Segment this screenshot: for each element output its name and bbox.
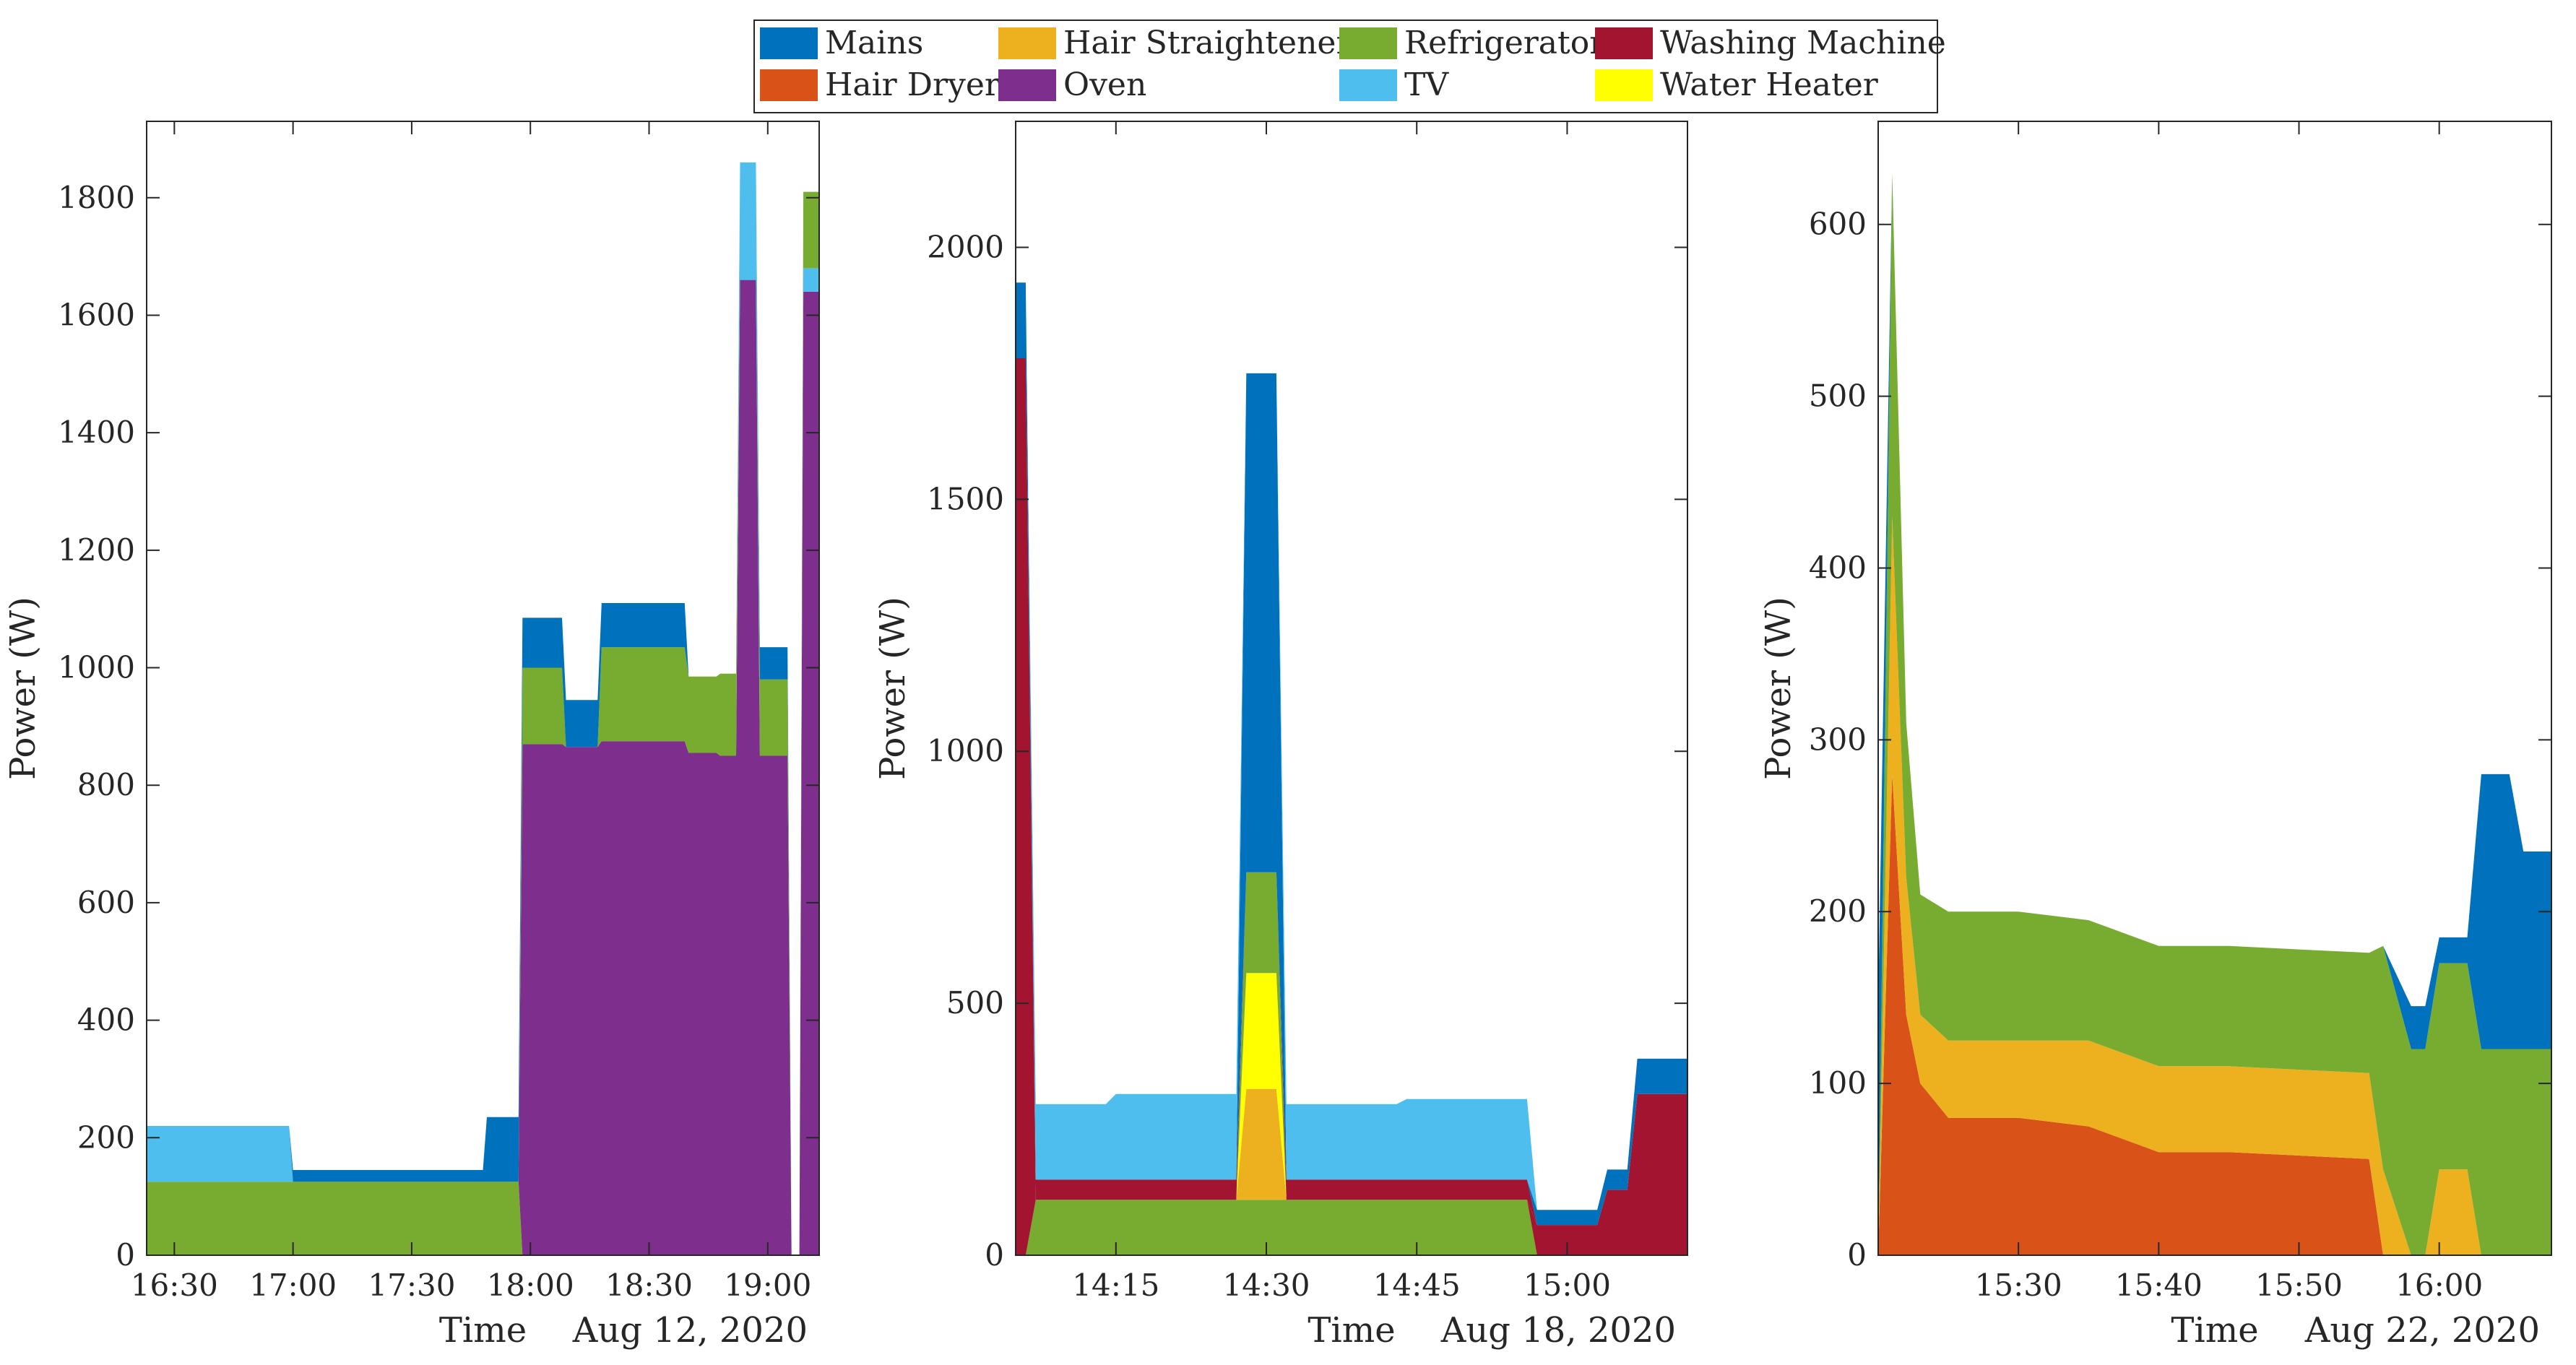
date-label: Aug 18, 2020 (1440, 1310, 1676, 1351)
legend-swatch-tv (1339, 69, 1397, 101)
legend-swatch-water-heater (1595, 69, 1653, 101)
chart-panel-aug-12: 0 200 400 600 800 1000 1200 1400 1600 1800 16:30 17… (3, 121, 820, 1351)
y-tick-label-800: 800 (77, 767, 135, 802)
plot-area (1016, 282, 1687, 1255)
y-tick-label-100: 100 (1809, 1065, 1867, 1101)
x-tick-label-14-30: 14:30 (1222, 1268, 1310, 1303)
legend-swatch-oven (998, 69, 1056, 101)
y-tick-label-1200: 1200 (58, 532, 135, 568)
y-tick-label-300: 300 (1809, 722, 1867, 757)
y-tick-label-1000: 1000 (58, 650, 135, 685)
axes-box (146, 121, 820, 1256)
y-tick-label-1800: 1800 (58, 180, 135, 215)
y-tick-label-600: 600 (1809, 207, 1867, 242)
area-hair-dryer-0 (1878, 774, 2551, 1255)
area-refrigerator-0 (147, 1182, 819, 1255)
y-tick-label-600: 600 (77, 885, 135, 920)
y-tick-label-0: 0 (116, 1237, 135, 1273)
x-axis-label: Time (1308, 1310, 1395, 1351)
x-tick-label-16-30: 16:30 (131, 1268, 218, 1303)
legend-label-refrigerator: Refrigerator (1404, 25, 1605, 61)
y-tick-label-500: 500 (946, 985, 1004, 1020)
plot-area (147, 162, 819, 1255)
chart-panel-aug-18: 0 500 1000 1500 2000 14:15 14:30 14:45 15:00 Time… (873, 121, 1688, 1351)
y-tick-label-1600: 1600 (58, 297, 135, 332)
x-tick-label-18-30: 18:30 (605, 1268, 693, 1303)
legend-swatch-mains (760, 27, 818, 59)
y-tick-label-500: 500 (1809, 378, 1867, 414)
chart-panel-aug-22: 0 100 200 300 400 500 600 15:30 15:40 15:50 16:00 T… (1758, 121, 2552, 1351)
legend-label-hair-dryer: Hair Dryer (825, 66, 1000, 103)
y-tick-label-0: 0 (985, 1237, 1004, 1273)
legend-swatch-washing-machine (1595, 27, 1653, 59)
x-tick-label-15-00: 15:00 (1523, 1268, 1611, 1303)
x-axis-label: Time (439, 1310, 527, 1351)
y-tick-label-2000: 2000 (927, 229, 1004, 264)
y-tick-label-1500: 1500 (927, 481, 1004, 516)
y-tick-label-0: 0 (1847, 1237, 1867, 1273)
axes-box (1877, 121, 2552, 1256)
area-mains-6 (1016, 282, 1687, 1226)
area-tv-7 (1016, 282, 1687, 1210)
x-tick-label-17-00: 17:00 (249, 1268, 337, 1303)
legend-swatch-hair-straightener (998, 27, 1056, 59)
y-axis-label: Power (W) (873, 597, 913, 780)
legend-label-tv: TV (1404, 66, 1449, 103)
x-axis-label: Time (2171, 1310, 2258, 1351)
x-tick-label-14-45: 14:45 (1373, 1268, 1461, 1303)
legend-label-washing-machine: Washing Machine (1660, 25, 1946, 61)
x-tick-label-18-00: 18:00 (487, 1268, 574, 1303)
x-tick-label-15-50: 15:50 (2255, 1268, 2343, 1303)
legend-label-mains: Mains (825, 25, 923, 61)
legend-label-hair-straightener: Hair Straightener (1063, 25, 1352, 61)
y-axis-label: Power (W) (1758, 597, 1799, 780)
y-tick-label-1000: 1000 (927, 733, 1004, 768)
legend-swatch-refrigerator (1339, 27, 1397, 59)
area-refrigerator-2 (1878, 173, 2551, 1255)
y-tick-label-400: 400 (77, 1002, 135, 1038)
y-tick-label-1400: 1400 (58, 415, 135, 450)
area-refrigerator-0 (1016, 1200, 1687, 1255)
date-label: Aug 22, 2020 (2304, 1310, 2540, 1351)
y-tick-label-400: 400 (1809, 550, 1867, 585)
x-tick-label-15-30: 15:30 (1975, 1268, 2062, 1303)
y-tick-label-200: 200 (77, 1119, 135, 1155)
legend-label-oven: Oven (1063, 66, 1146, 103)
area-refrigerator-3 (147, 162, 819, 1255)
area-hair-straightener-1 (1878, 516, 2551, 1255)
plot-area (1878, 173, 2551, 1255)
legend-label-water-heater: Water Heater (1660, 66, 1879, 103)
x-tick-label-17-30: 17:30 (368, 1268, 455, 1303)
area-tv-2 (147, 162, 819, 1255)
legend-swatch-hair-dryer (760, 69, 818, 101)
legend: Mains Hair Straightener Refrigerator Washin… (753, 20, 1946, 113)
x-tick-label-14-15: 14:15 (1072, 1268, 1159, 1303)
axes-box (1015, 121, 1688, 1256)
x-tick-label-19-00: 19:00 (724, 1268, 811, 1303)
x-tick-label-15-40: 15:40 (2115, 1268, 2203, 1303)
x-tick-label-16-00: 16:00 (2395, 1268, 2483, 1303)
y-tick-label-200: 200 (1809, 893, 1867, 929)
date-label: Aug 12, 2020 (572, 1310, 808, 1351)
area-oven-1 (147, 280, 819, 1255)
y-axis-label: Power (W) (3, 597, 43, 780)
